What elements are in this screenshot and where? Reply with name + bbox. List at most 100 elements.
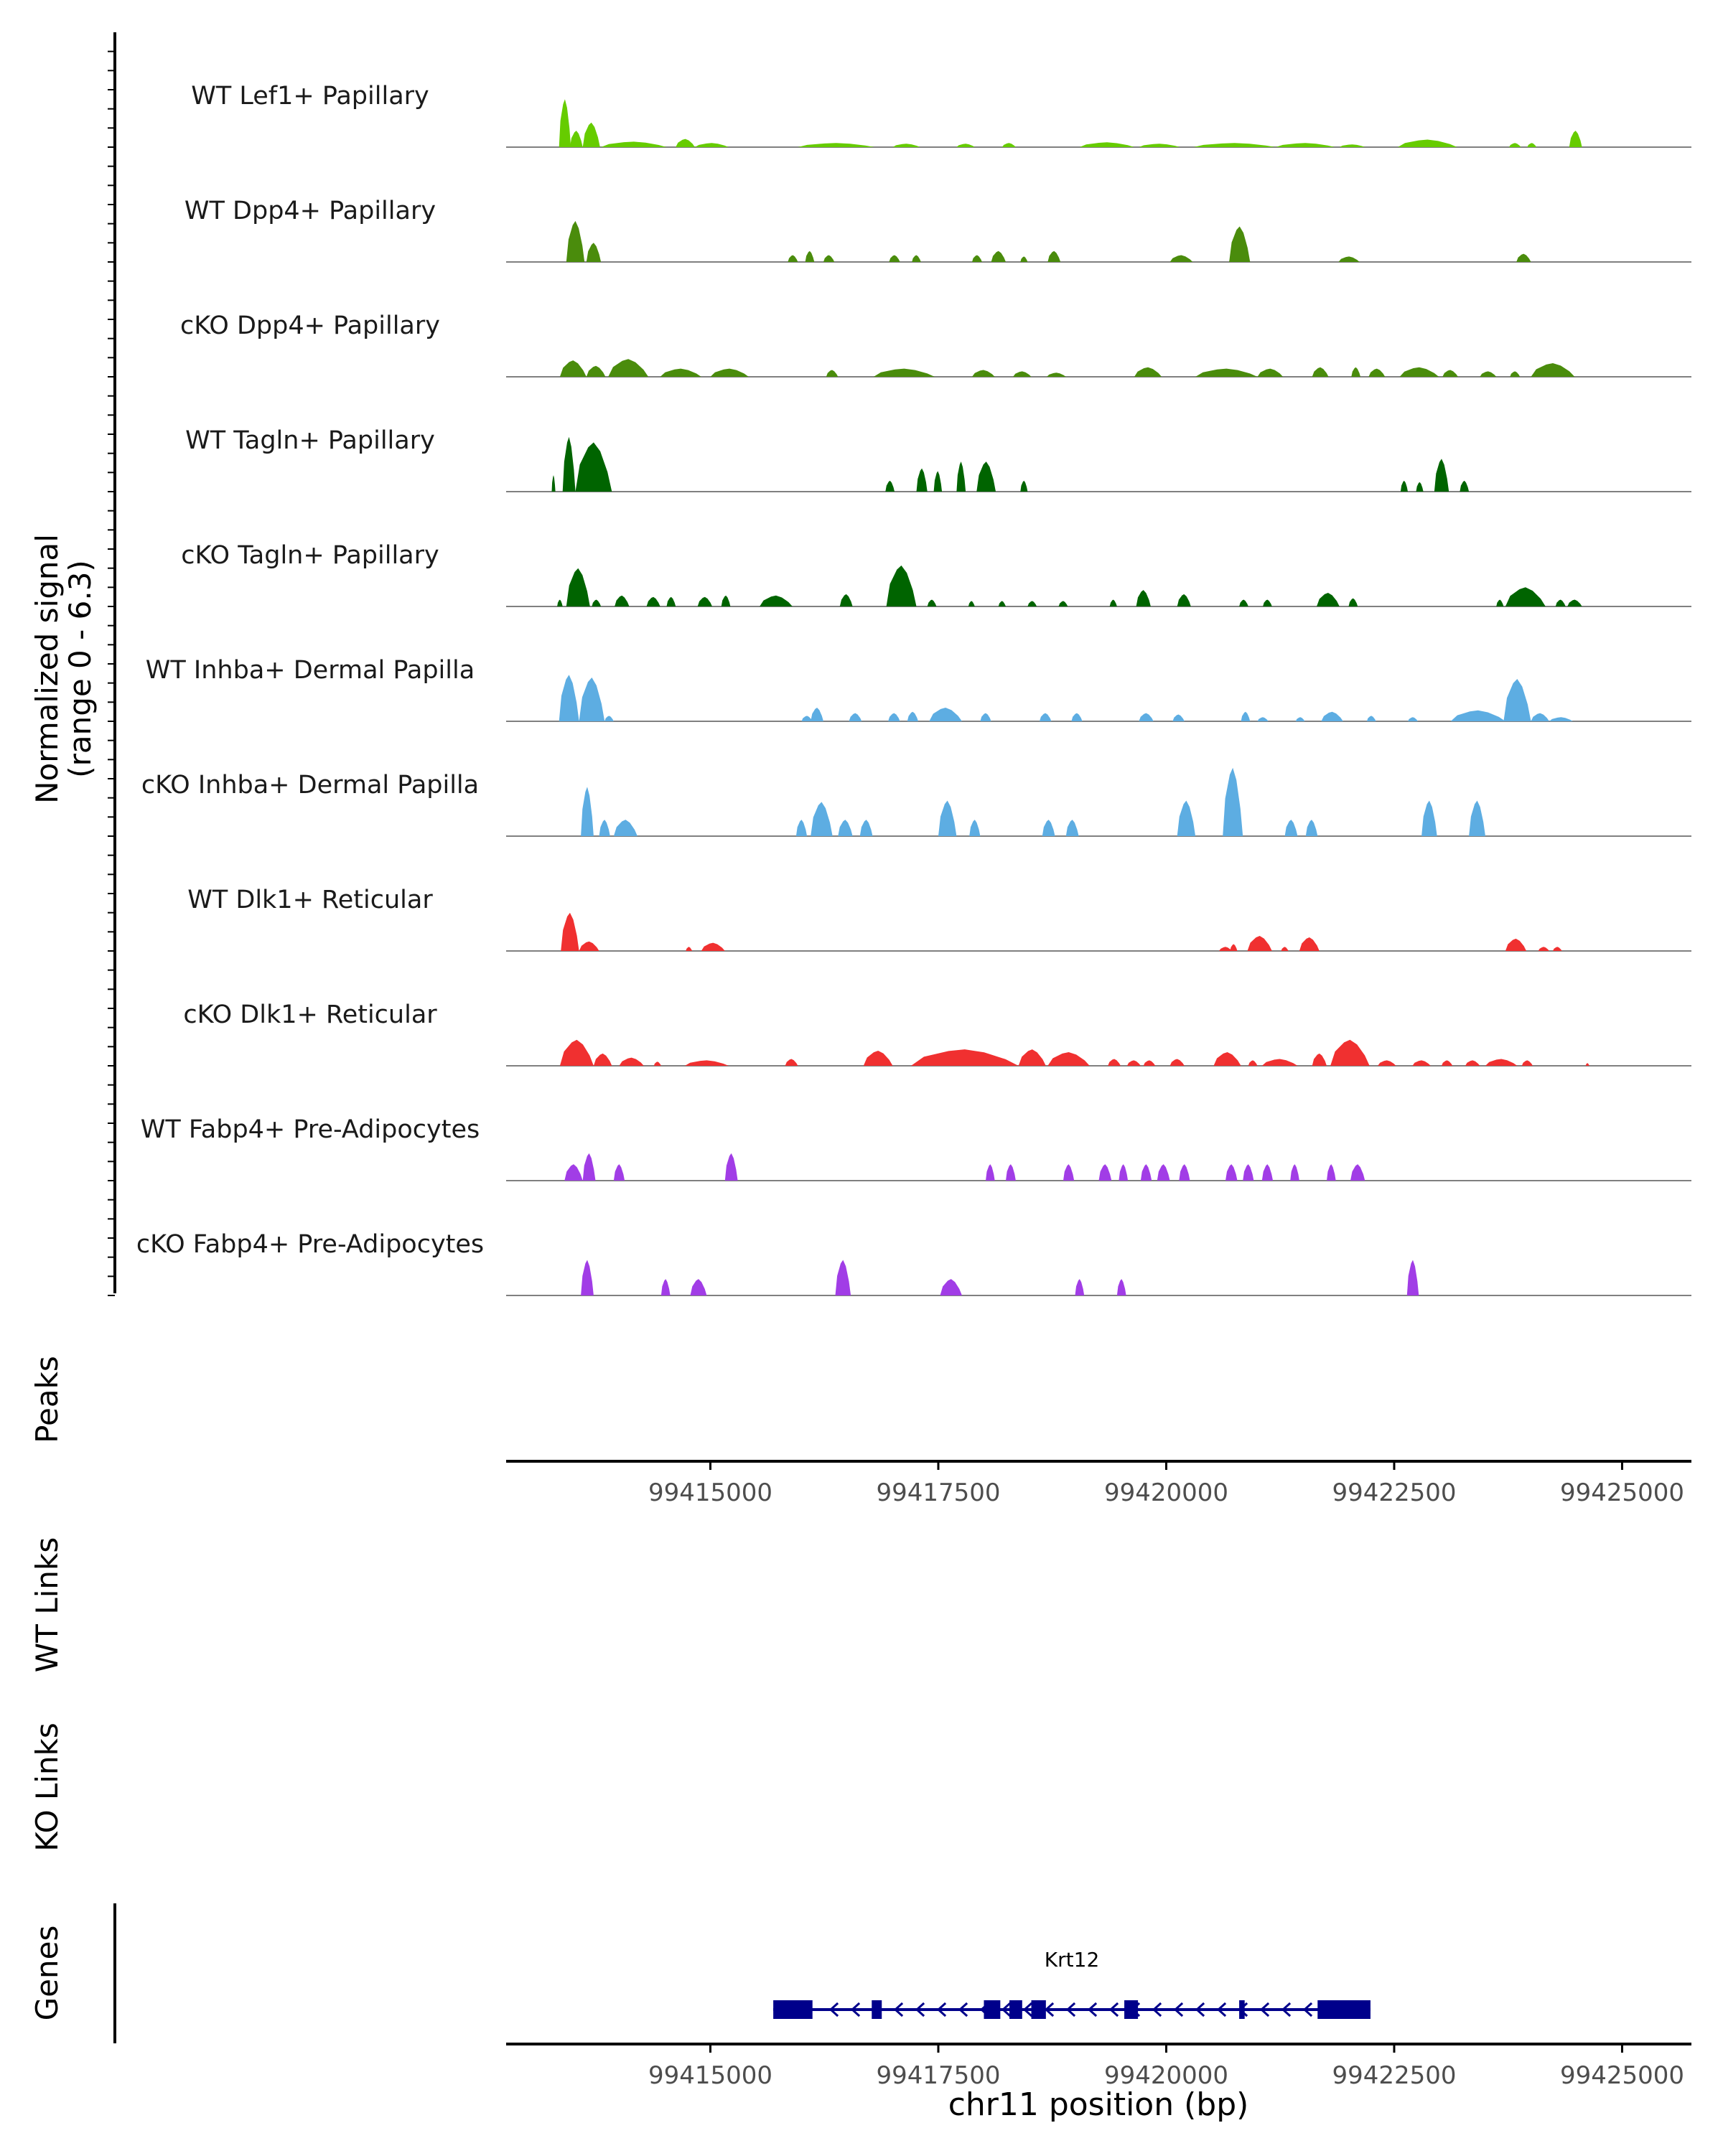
coverage-peak <box>1521 1060 1533 1066</box>
ko-links-panel-label: KO Links <box>29 1723 65 1852</box>
coverage-peak <box>566 568 590 606</box>
coverage-peak <box>559 99 571 147</box>
coverage-peak <box>801 716 813 721</box>
coverage-peak <box>582 122 600 147</box>
coverage-peak <box>1239 599 1248 606</box>
coverage-peak <box>1263 599 1272 606</box>
gene-label: Krt12 <box>1045 1948 1099 1972</box>
track-wt-dpp4-papillary: WT Dpp4+ Papillary <box>185 197 1691 263</box>
coverage-peak <box>1229 226 1251 262</box>
coverage-peak <box>1275 143 1335 147</box>
coverage-peak <box>1295 717 1305 721</box>
coverage-peak <box>1143 1060 1156 1066</box>
coverage-peak <box>575 442 612 492</box>
coverage-tracks: WT Lef1+ Papillary WT Dpp4+ Papillary cKO … <box>136 82 1691 1296</box>
coverage-peak <box>1442 370 1458 377</box>
coverage-peak <box>613 1164 625 1181</box>
track-wt-tagln-papillary: WT Tagln+ Papillary <box>185 426 1691 492</box>
track-label: WT Lef1+ Papillary <box>191 82 429 111</box>
x-axis-bottom-tick-label: 99417500 <box>876 2061 1000 2090</box>
coverage-peak <box>972 255 982 262</box>
track-label: cKO Tagln+ Papillary <box>181 541 439 570</box>
coverage-peak <box>910 1049 1019 1066</box>
gene-exon <box>1009 2000 1022 2019</box>
coverage-peak <box>956 144 975 147</box>
coverage-peak <box>1378 1060 1396 1066</box>
track-label: WT Dlk1+ Reticular <box>187 886 433 914</box>
coverage-peak <box>1412 1060 1431 1066</box>
coverage-peak <box>1109 599 1117 606</box>
coverage-peak <box>1321 711 1343 721</box>
track-label: cKO Inhba+ Dermal Papilla <box>141 771 479 800</box>
coverage-peak <box>1006 1164 1016 1181</box>
coverage-peak <box>1505 587 1546 606</box>
strand-arrow <box>1044 2002 1055 2017</box>
coverage-peak <box>581 787 594 836</box>
coverage-peak <box>1281 947 1289 951</box>
coverage-peak <box>582 1153 596 1181</box>
track-cko-inhba-dermal-papilla: cKO Inhba+ Dermal Papilla <box>141 767 1691 837</box>
coverage-peak <box>1400 480 1408 492</box>
coverage-peak <box>1134 367 1162 377</box>
coverage-peak <box>721 595 731 606</box>
coverage-peak <box>1177 594 1191 606</box>
track-cko-fabp4-pre-adipocytes: cKO Fabp4+ Pre-Adipocytes <box>136 1230 1691 1296</box>
coverage-peak <box>599 820 610 836</box>
coverage-peak <box>1013 371 1032 377</box>
coverage-peak <box>839 594 853 606</box>
coverage-peak <box>968 601 975 606</box>
coverage-peak <box>1230 944 1238 951</box>
coverage-peak <box>653 1061 661 1066</box>
coverage-peak <box>1317 593 1340 606</box>
coverage-peak <box>1065 820 1079 836</box>
coverage-peak <box>1261 1059 1298 1066</box>
coverage-peak <box>933 471 943 492</box>
coverage-peak <box>561 912 579 951</box>
coverage-peak <box>1157 1164 1170 1181</box>
coverage-peak <box>863 1051 893 1066</box>
coverage-peak <box>1213 1052 1241 1066</box>
gene-exon <box>1031 2000 1046 2019</box>
coverage-peak <box>798 143 875 147</box>
coverage-peak <box>601 141 667 147</box>
coverage-peak <box>1509 143 1521 147</box>
coverage-peak <box>1257 368 1283 377</box>
x-axis-bottom-tick-label: 99420000 <box>1104 2061 1228 2090</box>
coverage-peak <box>1139 144 1180 147</box>
coverage-peak <box>613 820 638 836</box>
coverage-peak <box>859 820 873 836</box>
coverage-peak <box>1516 253 1531 262</box>
coverage-peak <box>907 711 918 721</box>
strand-arrow <box>936 2002 947 2017</box>
coverage-peak <box>986 1164 995 1181</box>
coverage-peak <box>619 1057 644 1066</box>
strand-arrow <box>1152 2002 1162 2017</box>
coverage-peak <box>1219 947 1232 951</box>
coverage-peak <box>564 1164 583 1181</box>
coverage-peak <box>1018 1049 1046 1066</box>
coverage-peak <box>1312 367 1329 377</box>
track-label: WT Inhba+ Dermal Papilla <box>146 656 475 685</box>
coverage-peak <box>686 947 693 951</box>
strand-arrow <box>1216 2002 1227 2017</box>
coverage-peak <box>1527 143 1537 147</box>
coverage-peak <box>694 143 729 147</box>
coverage-peak <box>785 1059 798 1066</box>
coverage-peak <box>1079 142 1134 147</box>
coverage-peak <box>1348 598 1358 606</box>
coverage-peak <box>991 250 1006 262</box>
coverage-peak <box>912 255 921 262</box>
coverage-peak <box>660 1279 671 1295</box>
coverage-peak <box>666 596 676 606</box>
gene-exon <box>1239 2000 1245 2019</box>
coverage-peak <box>1465 1060 1480 1066</box>
coverage-peak <box>811 708 823 721</box>
coverage-peak <box>1169 255 1193 262</box>
coverage-peak <box>1139 713 1154 721</box>
coverage-peak <box>1020 480 1028 492</box>
coverage-peak <box>593 1053 612 1066</box>
coverage-peak <box>972 370 995 377</box>
coverage-peak <box>1510 371 1521 377</box>
coverage-peak <box>579 941 599 951</box>
coverage-peak <box>927 599 937 606</box>
